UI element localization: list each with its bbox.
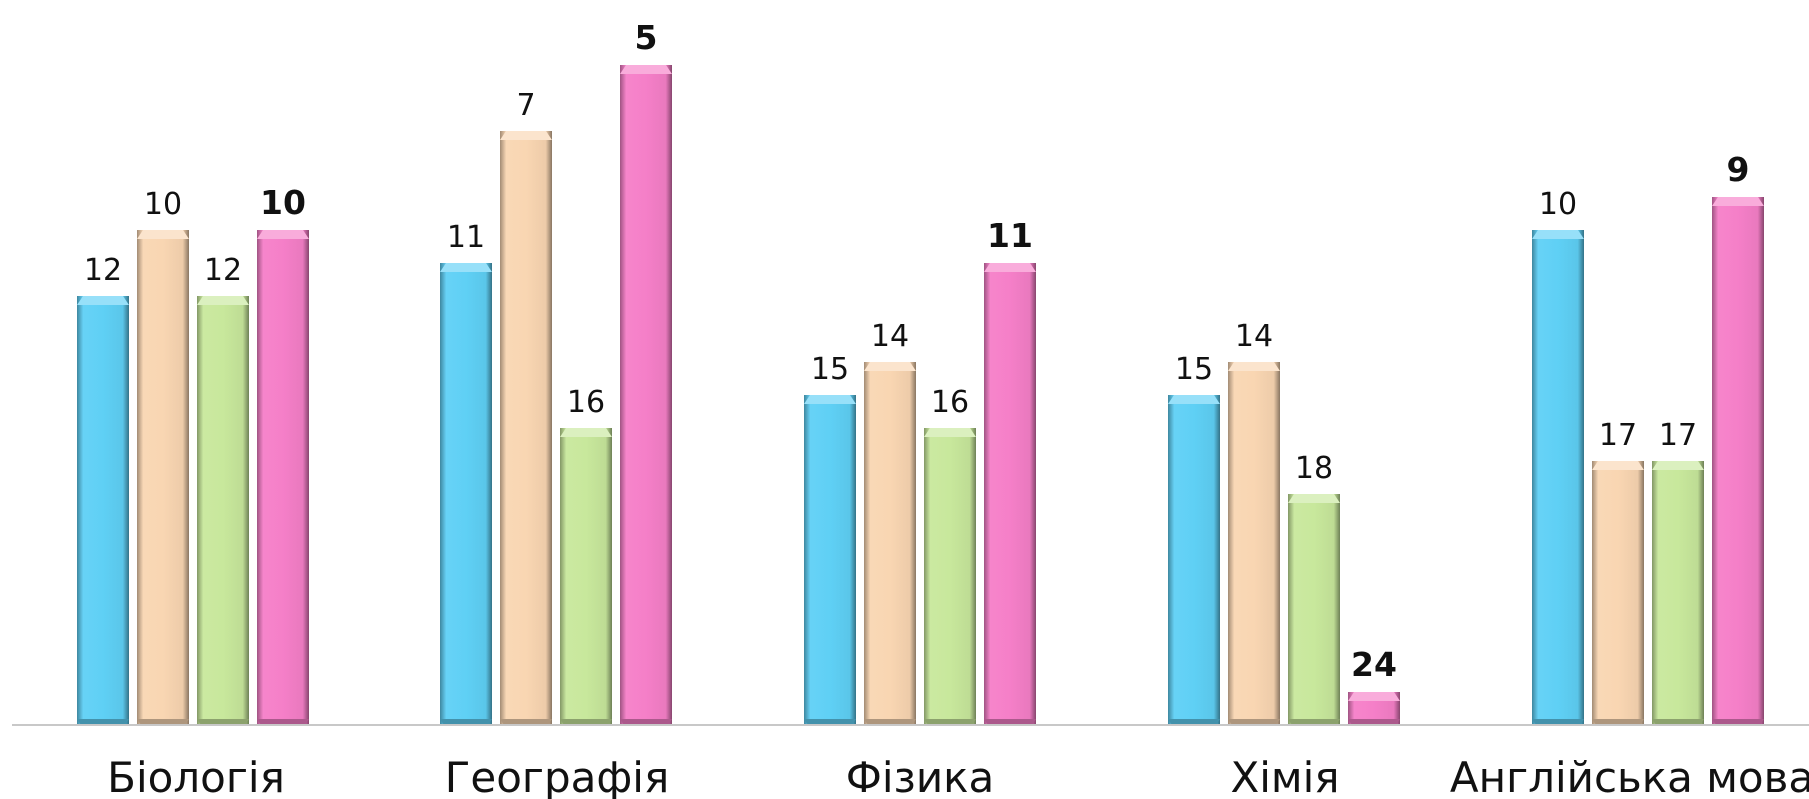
category-label: Фізика	[846, 753, 995, 799]
bar-body	[1532, 230, 1584, 725]
data-label: 9	[1727, 150, 1750, 189]
bar	[197, 296, 249, 725]
bar-body	[1592, 461, 1644, 725]
bar-top-bevel	[1288, 494, 1340, 503]
data-label: 10	[144, 187, 182, 222]
bar-top-bevel	[864, 362, 916, 371]
bar-top-bevel	[77, 296, 129, 305]
bar	[1532, 230, 1584, 725]
bar-top-bevel	[440, 263, 492, 272]
category-label: Біологія	[107, 753, 285, 799]
bar	[1228, 362, 1280, 725]
bars-layer	[77, 65, 1764, 725]
data-label: 15	[1175, 352, 1213, 387]
bar-body	[1168, 395, 1220, 725]
bar	[500, 131, 552, 725]
bar-top-bevel	[257, 230, 309, 239]
bar	[984, 263, 1036, 725]
bar-body	[924, 428, 976, 725]
data-label: 12	[84, 253, 122, 288]
category-label: Хімія	[1230, 753, 1339, 799]
bar-top-bevel	[1168, 395, 1220, 404]
data-labels-layer: 12 11 15 15 10 10 7 14 14 17 12 16 16 18 17 10 5 11 24 9	[84, 18, 1750, 684]
bar-top-bevel	[1652, 461, 1704, 470]
bar-body	[1288, 494, 1340, 725]
bar-top-bevel	[560, 428, 612, 437]
bar	[1652, 461, 1704, 725]
category-label: Англійська мова	[1450, 753, 1809, 799]
bar-top-bevel	[1348, 692, 1400, 701]
data-label: 5	[635, 18, 658, 57]
category-labels-layer: Біологія Географія Фізика Хімія Англійська м…	[107, 753, 1809, 799]
data-label: 18	[1295, 451, 1333, 486]
bar-body	[864, 362, 916, 725]
bar-body	[620, 65, 672, 725]
data-label: 16	[931, 385, 969, 420]
bar	[1288, 494, 1340, 725]
bar	[137, 230, 189, 725]
data-label: 10	[260, 183, 306, 222]
bar-body	[77, 296, 129, 725]
data-label: 17	[1659, 418, 1697, 453]
bar	[924, 428, 976, 725]
bar-body	[1712, 197, 1764, 725]
bar	[620, 65, 672, 725]
data-label: 24	[1351, 645, 1397, 684]
bar	[440, 263, 492, 725]
bar-top-bevel	[500, 131, 552, 140]
bar	[560, 428, 612, 725]
bar-body	[1652, 461, 1704, 725]
bar-body	[560, 428, 612, 725]
data-label: 14	[1235, 319, 1273, 354]
bar	[1348, 692, 1400, 725]
bar-body	[257, 230, 309, 725]
bar	[257, 230, 309, 725]
bar-body	[500, 131, 552, 725]
bar	[864, 362, 916, 725]
bar-top-bevel	[197, 296, 249, 305]
bar	[1712, 197, 1764, 725]
bar	[1592, 461, 1644, 725]
data-label: 17	[1599, 418, 1637, 453]
data-label: 11	[987, 216, 1033, 255]
bar	[804, 395, 856, 725]
data-label: 16	[567, 385, 605, 420]
bar-body	[1228, 362, 1280, 725]
data-label: 10	[1539, 187, 1577, 222]
bar-top-bevel	[1532, 230, 1584, 239]
bar-top-bevel	[924, 428, 976, 437]
bar	[1168, 395, 1220, 725]
data-label: 15	[811, 352, 849, 387]
bar	[77, 296, 129, 725]
bar-top-bevel	[1712, 197, 1764, 206]
data-label: 12	[204, 253, 242, 288]
bar-body	[984, 263, 1036, 725]
bar-body	[804, 395, 856, 725]
category-label: Географія	[445, 753, 669, 799]
bar-top-bevel	[984, 263, 1036, 272]
bar-body	[197, 296, 249, 725]
bar-top-bevel	[137, 230, 189, 239]
bar-top-bevel	[804, 395, 856, 404]
bar-top-bevel	[1592, 461, 1644, 470]
bar-top-bevel	[620, 65, 672, 74]
data-label: 14	[871, 319, 909, 354]
data-label: 7	[516, 88, 535, 123]
data-label: 11	[447, 220, 485, 255]
bar-body	[440, 263, 492, 725]
bar-body	[137, 230, 189, 725]
bar-top-bevel	[1228, 362, 1280, 371]
